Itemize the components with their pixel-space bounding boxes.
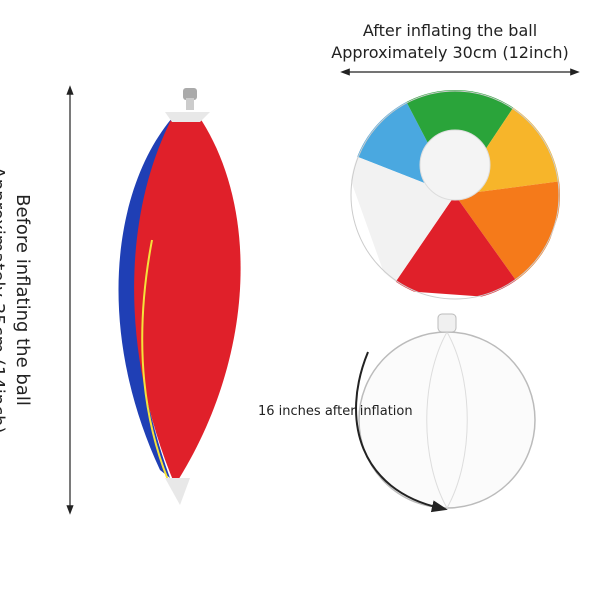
inflated-beach-ball <box>350 90 560 300</box>
circumference-arrow <box>355 351 448 513</box>
deflated-ball <box>118 88 241 505</box>
clear-ball <box>358 313 536 509</box>
valve-icon <box>183 88 197 110</box>
before-inflation-caption: Before inflating the ball Approximately … <box>0 150 35 450</box>
after-inflation-caption: After inflating the ball Approximately 3… <box>310 20 590 64</box>
clear-ball-caption: 16 inches after inflation <box>258 404 413 419</box>
valve-icon <box>437 313 457 333</box>
after-caption-line2: Approximately 30cm (12inch) <box>331 43 569 62</box>
before-caption-line2: Approximately 35cm (14inch) <box>0 166 8 434</box>
after-caption-line1: After inflating the ball <box>362 21 538 40</box>
before-caption-line1: Before inflating the ball <box>12 194 33 406</box>
